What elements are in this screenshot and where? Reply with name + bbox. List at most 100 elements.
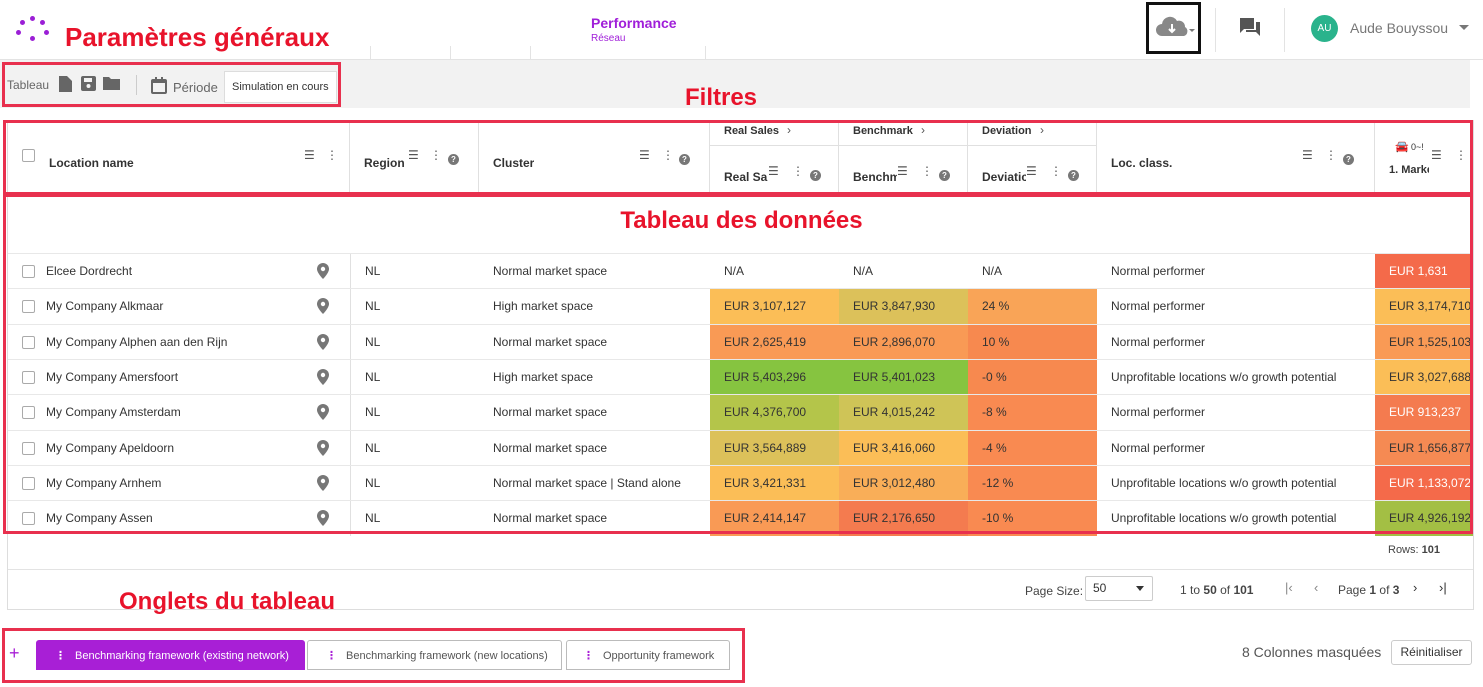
- data-grid: Location name ☰ ⋮ Region ☰ ⋮ ? Cluster ☰…: [7, 120, 1474, 610]
- row-checkbox[interactable]: [22, 335, 35, 349]
- cell-text: EUR 3,107,127: [724, 299, 807, 314]
- add-tab-icon[interactable]: +: [9, 643, 20, 663]
- filter-icon[interactable]: ☰: [768, 164, 779, 178]
- table-row[interactable]: My Company Amersfoort NL High market space…: [8, 358, 1473, 395]
- table-row[interactable]: My Company Assen NL Normal market space EUR…: [8, 500, 1473, 537]
- tab-menu-icon[interactable]: ⋮: [55, 650, 66, 662]
- column-menu-icon[interactable]: ⋮: [792, 164, 804, 178]
- column-menu-icon[interactable]: ⋮: [1325, 148, 1337, 162]
- cell-real-sales: N/A: [710, 254, 839, 289]
- help-icon[interactable]: ?: [1068, 167, 1079, 181]
- select-all-checkbox[interactable]: [22, 149, 35, 162]
- column-menu-icon[interactable]: ⋮: [921, 164, 933, 178]
- next-page-icon[interactable]: ›: [1413, 580, 1418, 595]
- col-location-label[interactable]: Location name: [49, 156, 134, 170]
- filter-icon[interactable]: ☰: [1302, 148, 1313, 162]
- prev-page-icon[interactable]: ‹: [1314, 580, 1319, 595]
- tab-benchmarking-new[interactable]: ⋮ Benchmarking framework (new locations): [307, 640, 562, 670]
- tab-menu-icon[interactable]: ⋮: [326, 650, 337, 662]
- map-pin-icon[interactable]: [317, 333, 329, 350]
- folder-icon[interactable]: [103, 77, 120, 90]
- col-loc-class-label[interactable]: Loc. class.: [1111, 156, 1173, 170]
- chevron-right-icon[interactable]: ›: [921, 123, 925, 137]
- header-region: Region ☰ ⋮ ?: [350, 121, 479, 195]
- map-pin-icon[interactable]: [317, 368, 329, 385]
- tab-opportunity[interactable]: ⋮ Opportunity framework: [566, 640, 730, 670]
- cell-text: EUR 3,564,889: [724, 440, 807, 455]
- tab-benchmarking-existing[interactable]: ⋮ Benchmarking framework (existing netwo…: [36, 640, 305, 670]
- chevron-right-icon[interactable]: ›: [787, 123, 791, 137]
- help-icon[interactable]: ?: [939, 167, 950, 181]
- calendar-icon[interactable]: [151, 77, 167, 94]
- cell-cluster: Normal market space: [479, 254, 710, 289]
- row-checkbox[interactable]: [22, 370, 35, 384]
- simulation-select[interactable]: Simulation en cours: [224, 71, 337, 103]
- chevron-right-icon[interactable]: ›: [1040, 123, 1044, 137]
- group-benchmark-label[interactable]: Benchmark: [853, 125, 913, 137]
- cell-location: My Company Assen: [8, 501, 350, 536]
- map-pin-icon[interactable]: [317, 404, 329, 421]
- row-checkbox[interactable]: [22, 512, 35, 526]
- col-cluster-label[interactable]: Cluster: [493, 156, 535, 170]
- cell-text: EUR 2,896,070: [853, 334, 936, 349]
- page-indicator: Page 1 of 3: [1338, 583, 1399, 597]
- row-checkbox[interactable]: [22, 406, 35, 420]
- cell-deviation: -8 %: [968, 395, 1097, 431]
- filter-icon[interactable]: ☰: [1431, 148, 1442, 162]
- user-name[interactable]: Aude Bouyssou: [1350, 20, 1449, 36]
- table-row[interactable]: My Company Amsterdam NL Normal market spac…: [8, 394, 1473, 431]
- help-icon[interactable]: ?: [810, 167, 821, 181]
- last-page-icon[interactable]: ›|: [1439, 580, 1447, 595]
- logo-icon[interactable]: [14, 16, 54, 42]
- cell-text: Normal market space: [493, 405, 608, 420]
- table-row[interactable]: My Company Arnhem NL Normal market space |…: [8, 464, 1473, 501]
- row-checkbox[interactable]: [22, 300, 35, 314]
- map-pin-icon[interactable]: [317, 263, 329, 279]
- col-benchmark-label[interactable]: Benchm: [853, 170, 897, 184]
- download-cloud-button[interactable]: [1146, 2, 1201, 54]
- filter-icon[interactable]: ☰: [408, 148, 419, 162]
- row-checkbox[interactable]: [22, 476, 35, 490]
- page-size-select[interactable]: 50: [1085, 576, 1153, 601]
- table-row[interactable]: My Company Alphen aan den Rijn NL Normal m…: [8, 323, 1473, 360]
- chat-icon[interactable]: [1238, 16, 1262, 38]
- hidden-columns-count: 8 Colonnes masquées: [1242, 644, 1382, 660]
- map-pin-icon[interactable]: [317, 298, 329, 315]
- col-real-sales-label[interactable]: Real Sal: [724, 170, 768, 184]
- filter-icon[interactable]: ☰: [1026, 164, 1037, 178]
- group-real-sales-label[interactable]: Real Sales: [724, 125, 780, 137]
- cell-text: Normal market space: [493, 511, 608, 526]
- column-menu-icon[interactable]: ⋮: [662, 148, 674, 162]
- row-checkbox[interactable]: [22, 441, 35, 455]
- save-icon[interactable]: [81, 76, 96, 91]
- table-row[interactable]: Elcee Dordrecht NL Normal market space N/A N…: [8, 253, 1473, 289]
- tab-menu-icon[interactable]: ⋮: [583, 650, 594, 662]
- avatar[interactable]: AU: [1311, 15, 1338, 42]
- col-deviation-label[interactable]: Deviatic: [982, 170, 1026, 184]
- filter-icon[interactable]: ☰: [639, 148, 650, 162]
- filter-icon[interactable]: ☰: [897, 164, 908, 178]
- table-row[interactable]: My Company Alkmaar NL High market space EUR…: [8, 288, 1473, 325]
- map-pin-icon[interactable]: [317, 510, 329, 527]
- cell-text: NL: [365, 369, 381, 384]
- column-menu-icon[interactable]: ⋮: [1455, 148, 1467, 162]
- group-deviation-label[interactable]: Deviation: [982, 125, 1032, 137]
- table-row[interactable]: My Company Apeldoorn NL Normal market spac…: [8, 429, 1473, 466]
- cell-text: 10 %: [982, 334, 1010, 349]
- col-region-label[interactable]: Region: [364, 156, 405, 170]
- help-icon[interactable]: ?: [679, 151, 690, 165]
- row-checkbox[interactable]: [22, 265, 35, 278]
- filter-icon[interactable]: ☰: [304, 148, 315, 162]
- column-menu-icon[interactable]: ⋮: [326, 148, 338, 162]
- help-icon[interactable]: ?: [448, 151, 459, 165]
- reset-button[interactable]: Réinitialiser: [1391, 640, 1472, 665]
- map-pin-icon[interactable]: [317, 439, 329, 456]
- first-page-icon[interactable]: |‹: [1285, 580, 1293, 595]
- help-icon[interactable]: ?: [1343, 151, 1354, 165]
- column-menu-icon[interactable]: ⋮: [1050, 164, 1062, 178]
- new-file-icon[interactable]: [59, 76, 72, 92]
- col-market-label[interactable]: 1. Marke: [1389, 164, 1429, 176]
- chevron-down-icon[interactable]: [1459, 25, 1469, 31]
- map-pin-icon[interactable]: [317, 474, 329, 491]
- column-menu-icon[interactable]: ⋮: [430, 148, 442, 162]
